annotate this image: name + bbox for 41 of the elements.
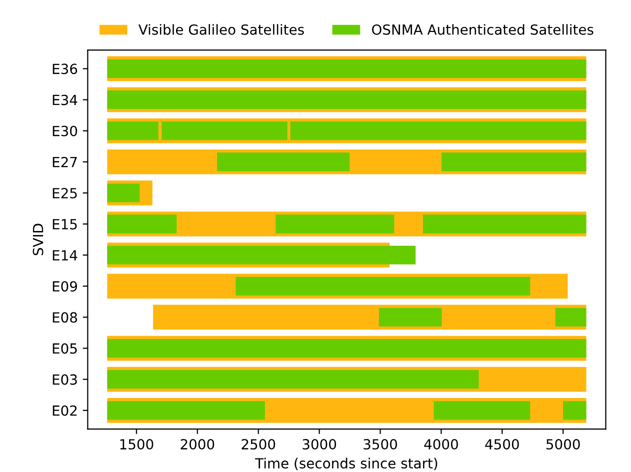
x-tick-label: 5000: [546, 439, 580, 450]
bar: [107, 121, 158, 140]
bar: [107, 246, 416, 264]
y-tick-label: E36: [52, 64, 78, 74]
y-tick-label: E02: [52, 405, 77, 416]
x-tick-label: 2500: [242, 439, 276, 450]
y-tick-label: E15: [52, 219, 77, 230]
x-tick-label: 4500: [485, 439, 519, 450]
y-tick-label: E34: [52, 94, 78, 106]
x-tick-label: 1500: [120, 439, 154, 450]
y-tick-label: E09: [52, 281, 78, 292]
y-tick-label: E03: [52, 374, 77, 385]
bar: [422, 214, 586, 234]
y-tick-label: E14: [52, 250, 78, 260]
bar: [562, 401, 586, 420]
bar: [290, 121, 586, 140]
bar: [107, 184, 140, 202]
bar: [434, 401, 530, 420]
y-tick-label: E25: [52, 188, 77, 198]
bar: [217, 152, 350, 172]
bar: [162, 121, 288, 140]
x-tick-label: 3500: [364, 439, 398, 450]
legend-label: OSNMA Authenticated Satellites: [372, 24, 594, 35]
bar: [107, 214, 177, 234]
y-tick-label: E08: [52, 312, 78, 323]
bar: [107, 401, 265, 420]
y-tick-label: E30: [52, 126, 78, 136]
legend-label: Visible Galileo Satellites: [138, 24, 304, 35]
x-tick-label: 2000: [180, 439, 214, 450]
bar: [555, 308, 586, 327]
bar: [378, 308, 442, 327]
x-tick-label: 3000: [302, 439, 336, 450]
bar: [442, 152, 586, 172]
bar: [276, 214, 394, 234]
x-tick-label: 4000: [424, 439, 458, 450]
y-tick-label: E27: [52, 156, 77, 168]
y-tick-label: E05: [52, 343, 77, 354]
y-axis-title: SVID: [32, 224, 44, 256]
x-axis-title: Time (seconds since start): [255, 458, 438, 470]
bar: [107, 370, 479, 389]
bar: [236, 276, 530, 296]
